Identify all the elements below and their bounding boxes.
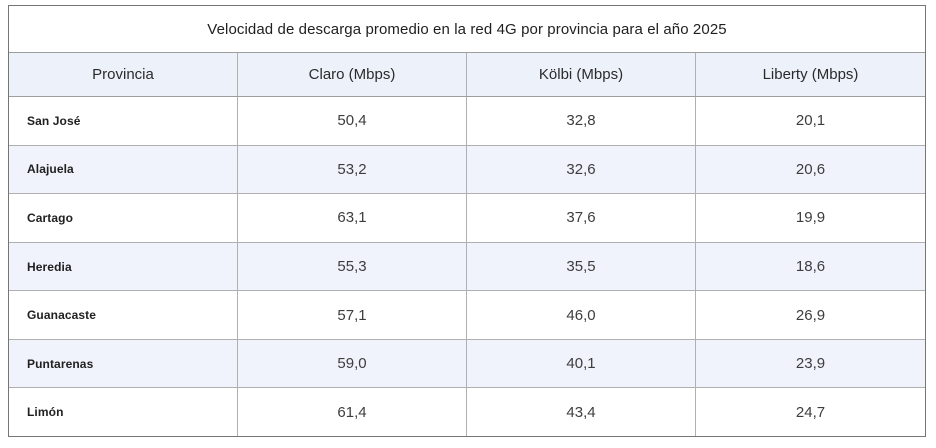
table-row: Puntarenas 59,0 40,1 23,9 (9, 339, 925, 389)
value-cell-claro: 61,4 (238, 388, 467, 437)
column-header-claro: Claro (Mbps) (238, 53, 467, 96)
table-row: Alajuela 53,2 32,6 20,6 (9, 145, 925, 195)
value-cell-liberty: 20,1 (795, 112, 826, 130)
value-cell-liberty: 24,7 (795, 403, 826, 421)
province-cell: Alajuela (9, 145, 238, 194)
table-row: Cartago 63,1 37,6 19,9 (9, 194, 925, 243)
column-header-kolbi: Kölbi (Mbps) (467, 53, 696, 96)
table-row: Limón 61,4 43,4 24,7 (9, 388, 925, 437)
value-cell-kolbi: 40,1 (467, 339, 696, 388)
value-cell-kolbi: 32,6 (467, 145, 696, 194)
province-cell: San José (9, 97, 238, 145)
value-cell-kolbi: 32,8 (467, 97, 696, 145)
value-cell-liberty: 23,9 (795, 355, 826, 373)
value-cell-liberty: 26,9 (795, 306, 826, 324)
table-header-row: Provincia Claro (Mbps) Kölbi (Mbps) Libe… (9, 53, 925, 97)
value-cell-kolbi: 43,4 (467, 388, 696, 437)
province-cell: Limón (9, 388, 238, 437)
speed-table: Velocidad de descarga promedio en la red… (8, 5, 926, 437)
value-cell-claro: 63,1 (238, 194, 467, 242)
table-row: San José 50,4 32,8 20,1 (9, 97, 925, 146)
value-cell-liberty: 20,6 (795, 160, 826, 178)
province-cell: Cartago (9, 194, 238, 242)
table-title-row: Velocidad de descarga promedio en la red… (9, 6, 925, 53)
value-cell-claro: 59,0 (238, 339, 467, 388)
value-cell-claro: 53,2 (238, 145, 467, 194)
province-cell: Guanacaste (9, 291, 238, 339)
column-header-liberty: Liberty (Mbps) (762, 66, 859, 83)
value-cell-claro: 50,4 (238, 97, 467, 145)
column-header-provincia: Provincia (9, 53, 238, 96)
province-cell: Puntarenas (9, 339, 238, 388)
value-cell-liberty: 18,6 (795, 258, 826, 276)
value-cell-claro: 57,1 (238, 291, 467, 339)
value-cell-kolbi: 35,5 (467, 242, 696, 291)
table-title: Velocidad de descarga promedio en la red… (207, 20, 727, 38)
value-cell-kolbi: 46,0 (467, 291, 696, 339)
table-row: Heredia 55,3 35,5 18,6 (9, 242, 925, 292)
value-cell-liberty: 19,9 (795, 209, 826, 227)
value-cell-kolbi: 37,6 (467, 194, 696, 242)
value-cell-claro: 55,3 (238, 242, 467, 291)
province-cell: Heredia (9, 242, 238, 291)
table-row: Guanacaste 57,1 46,0 26,9 (9, 291, 925, 340)
